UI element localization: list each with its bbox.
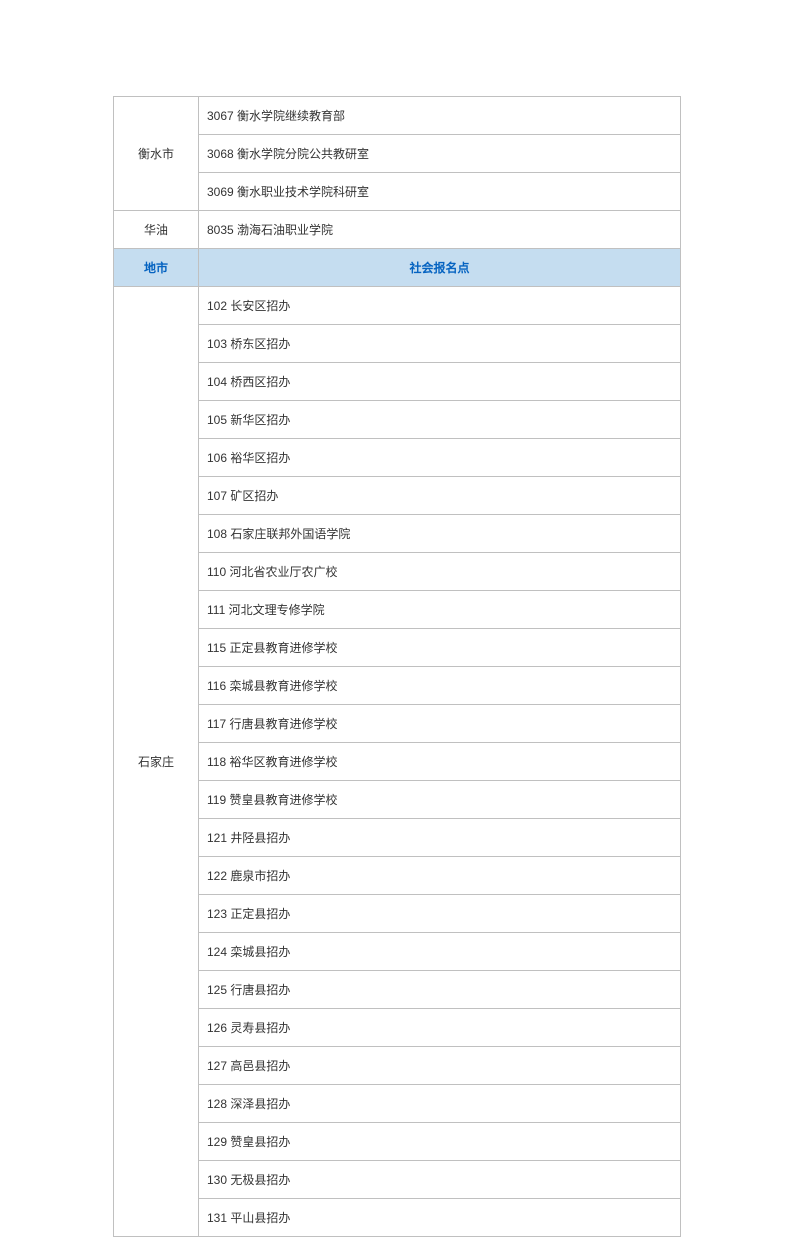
data-cell: 130 无极县招办 — [199, 1161, 681, 1199]
table-row: 119 赞皇县教育进修学校 — [114, 781, 681, 819]
table-row: 111 河北文理专修学院 — [114, 591, 681, 629]
data-cell: 124 栾城县招办 — [199, 933, 681, 971]
data-cell: 127 高邑县招办 — [199, 1047, 681, 1085]
data-cell: 116 栾城县教育进修学校 — [199, 667, 681, 705]
city-cell-hengshui: 衡水市 — [114, 97, 199, 211]
table-row: 108 石家庄联邦外国语学院 — [114, 515, 681, 553]
data-cell: 115 正定县教育进修学校 — [199, 629, 681, 667]
header-point: 社会报名点 — [199, 249, 681, 287]
page-container: 衡水市 3067 衡水学院继续教育部 3068 衡水学院分院公共教研室 3069… — [0, 0, 794, 1237]
table-row: 121 井陉县招办 — [114, 819, 681, 857]
city-cell-huayou: 华油 — [114, 211, 199, 249]
data-cell: 128 深泽县招办 — [199, 1085, 681, 1123]
data-cell: 121 井陉县招办 — [199, 819, 681, 857]
header-city: 地市 — [114, 249, 199, 287]
data-cell: 119 赞皇县教育进修学校 — [199, 781, 681, 819]
data-cell: 129 赞皇县招办 — [199, 1123, 681, 1161]
table-row: 115 正定县教育进修学校 — [114, 629, 681, 667]
table-row: 110 河北省农业厅农广校 — [114, 553, 681, 591]
data-cell: 118 裕华区教育进修学校 — [199, 743, 681, 781]
data-cell: 122 鹿泉市招办 — [199, 857, 681, 895]
table-row: 129 赞皇县招办 — [114, 1123, 681, 1161]
table-row: 105 新华区招办 — [114, 401, 681, 439]
data-cell: 8035 渤海石油职业学院 — [199, 211, 681, 249]
table-row: 3069 衡水职业技术学院科研室 — [114, 173, 681, 211]
table-row: 131 平山县招办 — [114, 1199, 681, 1237]
table-header-row: 地市 社会报名点 — [114, 249, 681, 287]
table-row: 130 无极县招办 — [114, 1161, 681, 1199]
data-cell: 106 裕华区招办 — [199, 439, 681, 477]
table-row: 124 栾城县招办 — [114, 933, 681, 971]
table-row: 127 高邑县招办 — [114, 1047, 681, 1085]
data-cell: 131 平山县招办 — [199, 1199, 681, 1237]
data-cell: 125 行唐县招办 — [199, 971, 681, 1009]
data-cell: 111 河北文理专修学院 — [199, 591, 681, 629]
data-cell: 108 石家庄联邦外国语学院 — [199, 515, 681, 553]
table-row: 3068 衡水学院分院公共教研室 — [114, 135, 681, 173]
table-row: 122 鹿泉市招办 — [114, 857, 681, 895]
table-row: 126 灵寿县招办 — [114, 1009, 681, 1047]
data-cell: 126 灵寿县招办 — [199, 1009, 681, 1047]
data-cell: 3069 衡水职业技术学院科研室 — [199, 173, 681, 211]
data-cell: 123 正定县招办 — [199, 895, 681, 933]
data-cell: 110 河北省农业厅农广校 — [199, 553, 681, 591]
table-row: 103 桥东区招办 — [114, 325, 681, 363]
city-cell-shijiazhuang: 石家庄 — [114, 287, 199, 1237]
table-row: 118 裕华区教育进修学校 — [114, 743, 681, 781]
data-cell: 103 桥东区招办 — [199, 325, 681, 363]
table-row: 华油 8035 渤海石油职业学院 — [114, 211, 681, 249]
data-cell: 102 长安区招办 — [199, 287, 681, 325]
data-cell: 104 桥西区招办 — [199, 363, 681, 401]
table-row: 104 桥西区招办 — [114, 363, 681, 401]
table-row: 106 裕华区招办 — [114, 439, 681, 477]
table-row: 125 行唐县招办 — [114, 971, 681, 1009]
table-row: 117 行唐县教育进修学校 — [114, 705, 681, 743]
data-cell: 105 新华区招办 — [199, 401, 681, 439]
table-row: 衡水市 3067 衡水学院继续教育部 — [114, 97, 681, 135]
data-cell: 107 矿区招办 — [199, 477, 681, 515]
data-cell: 3068 衡水学院分院公共教研室 — [199, 135, 681, 173]
registration-table: 衡水市 3067 衡水学院继续教育部 3068 衡水学院分院公共教研室 3069… — [113, 96, 681, 1237]
table-row: 石家庄 102 长安区招办 — [114, 287, 681, 325]
table-row: 128 深泽县招办 — [114, 1085, 681, 1123]
data-cell: 117 行唐县教育进修学校 — [199, 705, 681, 743]
table-row: 107 矿区招办 — [114, 477, 681, 515]
table-row: 116 栾城县教育进修学校 — [114, 667, 681, 705]
data-cell: 3067 衡水学院继续教育部 — [199, 97, 681, 135]
table-row: 123 正定县招办 — [114, 895, 681, 933]
